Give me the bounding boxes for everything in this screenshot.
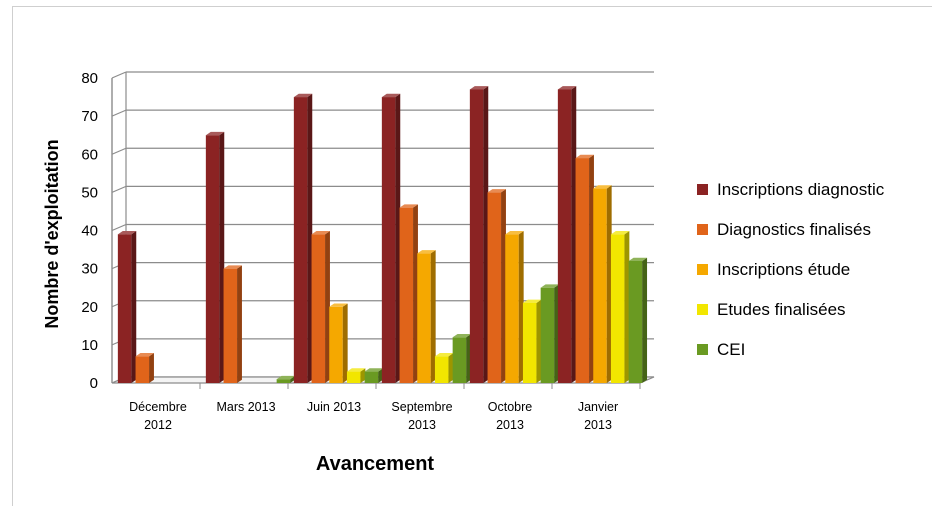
bars — [117, 86, 648, 383]
y-tick-label: 30 — [81, 261, 98, 278]
y-tick-label: 10 — [81, 337, 98, 354]
bar — [575, 154, 594, 383]
bar — [417, 250, 436, 383]
bar — [276, 375, 296, 383]
gridline-side — [111, 71, 127, 79]
bar — [329, 303, 348, 383]
bar — [223, 265, 242, 383]
bar — [381, 93, 401, 383]
y-tick-label: 80 — [81, 70, 98, 87]
bar — [628, 257, 648, 383]
y-axis-title: Nombre d'exploitation — [42, 139, 62, 328]
y-tick-label: 70 — [81, 108, 98, 125]
legend-label: CEI — [717, 340, 745, 359]
x-tick-label: Septembre 2013 — [391, 400, 452, 432]
bar — [487, 189, 506, 383]
bar — [540, 284, 560, 383]
legend: Inscriptions diagnostic Diagnostics final… — [697, 180, 885, 359]
x-tick-label: Décembre 2012 — [129, 400, 187, 432]
legend-item: Inscriptions diagnostic — [697, 180, 885, 199]
bar — [469, 86, 489, 383]
gridline-side — [111, 223, 127, 232]
legend-label: Inscriptions diagnostic — [717, 180, 885, 199]
legend-item: Inscriptions étude — [697, 260, 850, 279]
bar — [117, 231, 137, 383]
bar — [364, 368, 384, 383]
gridline-side — [111, 109, 127, 117]
x-axis-title: Avancement — [316, 453, 435, 475]
bar — [434, 353, 454, 383]
legend-item: CEI — [697, 340, 745, 359]
x-tick-label: Juin 2013 — [307, 400, 361, 414]
bar — [522, 299, 542, 383]
bar — [399, 204, 418, 383]
gridline-side — [111, 147, 127, 155]
legend-swatch — [697, 304, 708, 315]
bar — [205, 131, 225, 383]
y-tick-label: 40 — [81, 223, 98, 240]
x-tick-label: Octobre 2013 — [488, 400, 533, 432]
bar — [346, 368, 366, 383]
y-tick-label: 20 — [81, 299, 98, 316]
legend-label: Diagnostics finalisés — [717, 220, 871, 239]
y-tick-label: 60 — [81, 146, 98, 163]
gridline-side — [111, 185, 127, 193]
legend-item: Etudes finalisées — [697, 300, 846, 319]
tick-labels: 0 10 20 30 40 50 60 70 80 Décembre 2012 Mars 2013 Ju… — [81, 70, 618, 432]
legend-item: Diagnostics finalisés — [697, 220, 871, 239]
bar — [593, 185, 612, 383]
bar — [610, 231, 630, 383]
y-tick-label: 0 — [90, 375, 98, 392]
bar — [557, 86, 577, 383]
legend-swatch — [697, 184, 708, 195]
y-tick-label: 50 — [81, 184, 98, 201]
legend-swatch — [697, 344, 708, 355]
legend-label: Inscriptions étude — [717, 260, 850, 279]
bar — [135, 353, 154, 383]
x-tick-label: Mars 2013 — [216, 400, 275, 414]
x-tick-label: Janvier 2013 — [578, 400, 618, 432]
chart-frame — [12, 6, 932, 506]
bar — [452, 333, 472, 383]
bar — [505, 231, 524, 383]
bar — [311, 231, 330, 383]
legend-swatch — [697, 224, 708, 235]
legend-swatch — [697, 264, 708, 275]
legend-label: Etudes finalisées — [717, 300, 846, 319]
bar — [293, 93, 313, 383]
